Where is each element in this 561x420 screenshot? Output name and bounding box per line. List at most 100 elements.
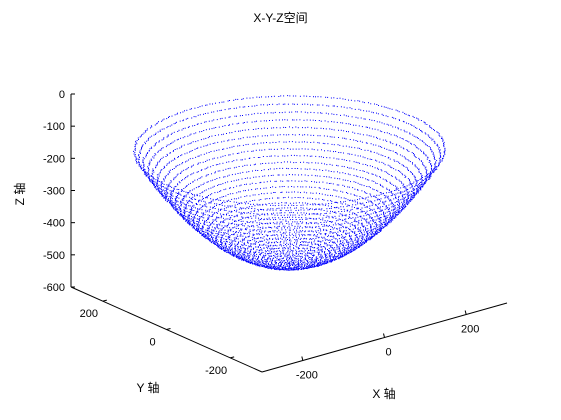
data-point (382, 209, 383, 211)
data-point (270, 155, 272, 157)
data-point (289, 246, 291, 248)
data-point (276, 223, 278, 225)
data-point (318, 262, 320, 264)
data-point (240, 196, 242, 198)
data-point (270, 192, 272, 194)
data-point (168, 162, 170, 164)
data-point (278, 259, 279, 260)
data-point (250, 244, 252, 246)
data-point (219, 191, 221, 192)
data-point (259, 249, 261, 251)
data-point (308, 265, 310, 267)
data-point (249, 177, 251, 179)
data-point (223, 133, 224, 135)
data-point (221, 240, 222, 242)
data-point (217, 240, 219, 242)
data-point (187, 219, 189, 221)
data-point (403, 198, 405, 200)
data-point (156, 188, 158, 190)
data-point (345, 250, 347, 252)
data-point (158, 190, 160, 192)
data-point (181, 213, 183, 215)
data-point (312, 255, 314, 256)
data-point (252, 235, 254, 236)
data-point (196, 171, 198, 173)
data-point (212, 214, 214, 216)
data-point (258, 219, 260, 221)
data-point (192, 219, 194, 221)
data-point (277, 214, 279, 216)
data-point (277, 174, 279, 176)
data-point (345, 230, 347, 232)
data-point (379, 202, 381, 204)
data-point (205, 234, 207, 236)
data-point (392, 203, 394, 205)
data-point (412, 196, 414, 198)
data-point (213, 223, 215, 225)
data-point (166, 195, 168, 197)
data-point (402, 194, 404, 196)
data-point (326, 244, 328, 246)
data-point (365, 227, 366, 229)
data-point (261, 170, 263, 171)
data-point (336, 190, 338, 192)
data-point (263, 193, 265, 195)
data-point (349, 211, 351, 213)
data-point (224, 229, 226, 231)
data-point (356, 208, 358, 210)
data-point (241, 213, 243, 215)
data-point (313, 234, 315, 235)
data-point (314, 251, 316, 253)
data-point (276, 256, 278, 258)
data-point (357, 117, 359, 119)
data-point (267, 247, 268, 249)
data-point (244, 228, 246, 230)
data-point (353, 248, 355, 249)
data-point (342, 240, 344, 242)
data-point (262, 257, 263, 259)
data-point (298, 251, 300, 253)
data-point (180, 210, 182, 212)
data-point (204, 168, 206, 170)
data-point (166, 189, 168, 191)
data-point (289, 229, 291, 231)
data-point (283, 134, 285, 136)
data-point (237, 173, 239, 174)
data-point (261, 244, 263, 246)
data-point (366, 165, 368, 167)
data-point (326, 176, 328, 178)
data-point (320, 222, 322, 223)
data-point (194, 195, 196, 197)
data-point (248, 207, 250, 209)
data-point (248, 253, 250, 255)
data-point (239, 130, 241, 132)
data-point (352, 217, 354, 219)
data-point (265, 261, 267, 263)
data-point (211, 215, 213, 217)
data-point (179, 182, 181, 184)
data-point (167, 185, 169, 187)
data-point (358, 219, 360, 221)
data-point (313, 241, 315, 243)
data-point (239, 258, 241, 260)
data-point (285, 253, 287, 255)
data-point (244, 217, 246, 219)
data-point (165, 146, 167, 148)
data-point (238, 211, 240, 213)
data-point (221, 236, 223, 238)
data-point (271, 268, 273, 270)
data-point (218, 245, 220, 247)
data-point (208, 120, 210, 122)
data-point (247, 259, 249, 261)
data-point (259, 230, 261, 232)
data-point (425, 154, 427, 156)
data-point (325, 254, 327, 256)
data-point (308, 217, 310, 219)
data-point (356, 214, 358, 216)
data-point (245, 144, 247, 146)
data-point (151, 182, 153, 184)
data-point (227, 251, 229, 253)
data-point (194, 217, 196, 219)
data-point (275, 180, 277, 182)
data-point (172, 203, 174, 205)
